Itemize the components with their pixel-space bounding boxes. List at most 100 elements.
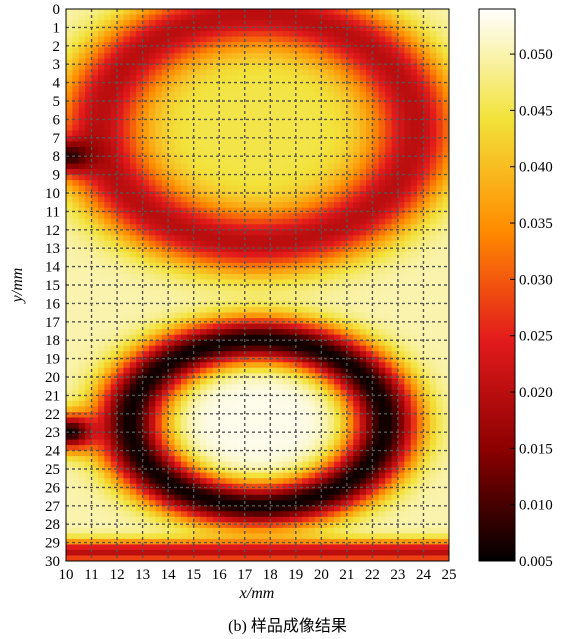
- heatmap-cell: [417, 296, 425, 303]
- heatmap-cell: [276, 450, 284, 457]
- heatmap-cell: [302, 147, 310, 154]
- heatmap-cell: [117, 400, 125, 408]
- heatmap-cell: [78, 389, 86, 396]
- heatmap-cell: [174, 147, 182, 154]
- heatmap-cell: [155, 141, 163, 148]
- heatmap-cell: [295, 25, 303, 32]
- heatmap-cell: [295, 47, 303, 54]
- heatmap-cell: [104, 224, 112, 231]
- heatmap-cell: [436, 329, 444, 336]
- heatmap-cell: [327, 296, 335, 303]
- heatmap-cell: [308, 180, 316, 187]
- heatmap-cell: [314, 235, 322, 242]
- heatmap-cell: [206, 185, 214, 192]
- heatmap-cell: [308, 113, 316, 120]
- heatmap-cell: [104, 461, 112, 468]
- heatmap-cell: [372, 185, 380, 192]
- heatmap-cell: [200, 334, 208, 341]
- heatmap-cell: [397, 174, 405, 181]
- heatmap-cell: [436, 257, 444, 264]
- heatmap-cell: [91, 251, 99, 258]
- heatmap-cell: [314, 9, 322, 16]
- heatmap-cell: [238, 124, 246, 132]
- heatmap-cell: [372, 135, 380, 143]
- heatmap-cell: [91, 273, 99, 281]
- heatmap-cell: [257, 301, 265, 308]
- heatmap-cell: [397, 191, 405, 198]
- heatmap-cell: [321, 163, 329, 170]
- heatmap-cell: [404, 196, 412, 203]
- heatmap-cell: [212, 251, 220, 258]
- heatmap-cell: [321, 406, 329, 413]
- heatmap-cell: [85, 58, 93, 65]
- heatmap-cell: [423, 108, 431, 115]
- heatmap-cell: [104, 334, 112, 341]
- heatmap-cell: [366, 119, 373, 126]
- heatmap-cell: [314, 119, 322, 126]
- heatmap-cell: [142, 124, 150, 132]
- heatmap-cell: [270, 389, 278, 396]
- heatmap-cell: [372, 229, 380, 236]
- heatmap-cell: [314, 58, 322, 65]
- heatmap-cell: [270, 456, 278, 463]
- heatmap-cell: [148, 285, 156, 292]
- heatmap-cell: [66, 312, 73, 319]
- heatmap-cell: [168, 345, 176, 352]
- heatmap-cell: [263, 130, 271, 137]
- heatmap-cell: [283, 152, 291, 159]
- heatmap-cell: [302, 135, 310, 143]
- heatmap-cell: [155, 36, 163, 43]
- heatmap-cell: [97, 395, 105, 402]
- heatmap-cell: [295, 130, 303, 137]
- heatmap-cell: [78, 147, 86, 154]
- heatmap-cell: [295, 312, 303, 319]
- heatmap-cell: [123, 367, 131, 374]
- heatmap-cell: [180, 158, 188, 165]
- heatmap-cell: [200, 279, 208, 286]
- heatmap-cell: [295, 373, 303, 380]
- heatmap-cell: [104, 180, 112, 187]
- heatmap-cell: [302, 362, 310, 369]
- heatmap-cell: [244, 224, 252, 231]
- heatmap-cell: [148, 456, 156, 463]
- heatmap-cell: [148, 400, 156, 408]
- heatmap-cell: [391, 108, 399, 115]
- heatmap-cell: [385, 395, 393, 402]
- heatmap-cell: [359, 152, 367, 159]
- heatmap-cell: [302, 445, 310, 452]
- heatmap-cell: [404, 417, 412, 424]
- heatmap-cell: [193, 25, 201, 32]
- heatmap-cell: [142, 25, 150, 32]
- heatmap-cell: [366, 185, 373, 192]
- heatmap-cell: [129, 141, 137, 148]
- heatmap-cell: [327, 329, 335, 336]
- heatmap-cell: [78, 246, 86, 253]
- heatmap-cell: [161, 312, 169, 319]
- heatmap-cell: [142, 296, 150, 303]
- heatmap-cell: [225, 268, 233, 275]
- heatmap-cell: [251, 334, 259, 341]
- heatmap-cell: [295, 169, 303, 176]
- heatmap-cell: [72, 235, 80, 242]
- heatmap-cell: [302, 224, 310, 231]
- heatmap-cell: [327, 119, 335, 126]
- heatmap-cell: [334, 439, 342, 446]
- heatmap-cell: [129, 456, 137, 463]
- heatmap-cell: [397, 428, 405, 435]
- heatmap-cell: [404, 31, 412, 38]
- heatmap-cell: [117, 75, 125, 82]
- heatmap-cell: [314, 180, 322, 187]
- heatmap-cell: [238, 240, 246, 247]
- heatmap-cell: [270, 152, 278, 159]
- heatmap-cell: [123, 147, 131, 154]
- heatmap-cell: [404, 163, 412, 170]
- heatmap-cell: [442, 434, 449, 441]
- heatmap-cell: [161, 224, 169, 231]
- heatmap-cell: [180, 14, 188, 21]
- heatmap-cell: [289, 351, 297, 358]
- heatmap-cell: [72, 31, 80, 38]
- heatmap-cell: [85, 25, 93, 32]
- heatmap-cell: [276, 207, 284, 214]
- heatmap-cell: [423, 218, 431, 225]
- heatmap-cell: [187, 251, 195, 258]
